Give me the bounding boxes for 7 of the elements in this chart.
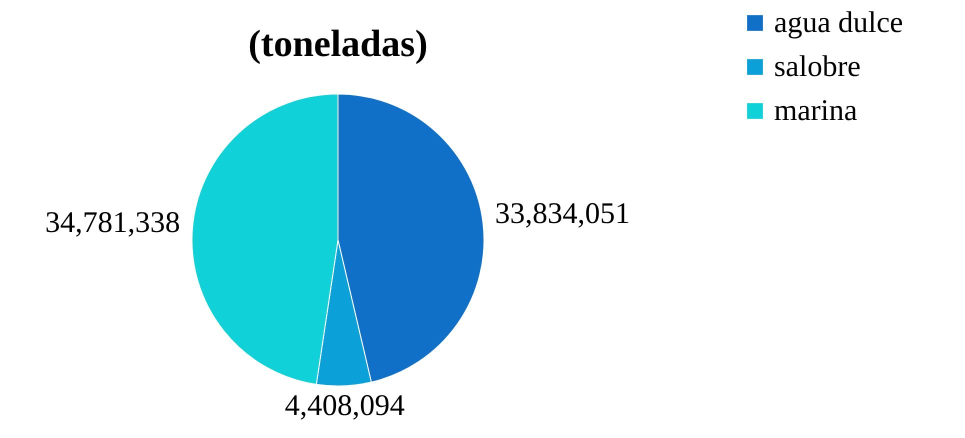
legend-label: agua dulce [774,6,904,39]
data-label: 4,408,094 [284,388,405,422]
chart-title: (toneladas) [248,23,428,65]
data-label: 34,781,338 [45,206,180,240]
legend-label: marina [774,94,858,127]
data-label: 33,834,051 [495,197,630,230]
legend-label: salobre [774,50,861,83]
